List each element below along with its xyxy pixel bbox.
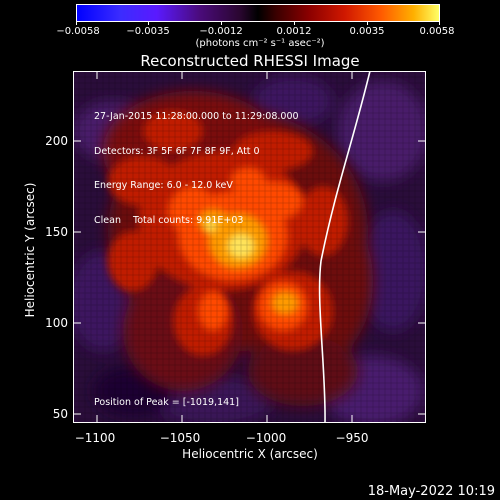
colorbar-units: (photons cm⁻² s⁻¹ asec⁻²) (195, 38, 325, 49)
algorithm: Clean Total counts: 9.91E+03 (94, 214, 244, 226)
detectors: Detectors: 3F 5F 6F 7F 8F 9F, Att 0 (94, 145, 260, 157)
colorbar-label: −0.0058 (56, 26, 100, 37)
colorbar-label: 0.0035 (349, 26, 385, 37)
colorbar-label: −0.0035 (126, 26, 170, 37)
x-tick-label: −950 (335, 431, 369, 445)
x-tick-label: −1000 (245, 431, 287, 445)
y-tick-label: 150 (45, 225, 68, 239)
colorbar-label: 0.0012 (276, 26, 312, 37)
colorbar-tick (439, 21, 440, 25)
colorbar-tick (76, 21, 77, 25)
y-tick-label: 100 (45, 316, 68, 330)
timestamp: 18-May-2022 10:19 (367, 484, 495, 499)
x-axis-label: Heliocentric X (arcsec) (182, 447, 318, 461)
colorbar-tick (148, 21, 149, 25)
energy-range: Energy Range: 6.0 - 12.0 keV (94, 180, 233, 191)
peak-position: Position of Peak = [-1019,141] (94, 397, 239, 408)
y-axis-label: Heliocentric Y (arcsec) (23, 182, 37, 318)
colorbar-tick (367, 21, 368, 25)
colorbar-tick (294, 21, 295, 25)
time-range: 27-Jan-2015 11:28:00.000 to 11:29:08.000 (94, 111, 299, 122)
y-tick-label: 50 (52, 407, 68, 421)
rhessi-image (73, 71, 426, 423)
info-block: 27-Jan-2015 11:28:00.000 to 11:29:08.000… (94, 88, 299, 238)
x-tick-label: −1100 (74, 431, 116, 445)
x-tick-label: −1050 (159, 431, 201, 445)
y-tick-label: 200 (45, 134, 68, 148)
image-title: Reconstructed RHESSI Image (140, 52, 360, 70)
colorbar-label: −0.0012 (199, 26, 243, 37)
colorbar (76, 4, 440, 22)
colorbar-tick (221, 21, 222, 25)
colorbar-label: 0.0058 (419, 26, 455, 37)
